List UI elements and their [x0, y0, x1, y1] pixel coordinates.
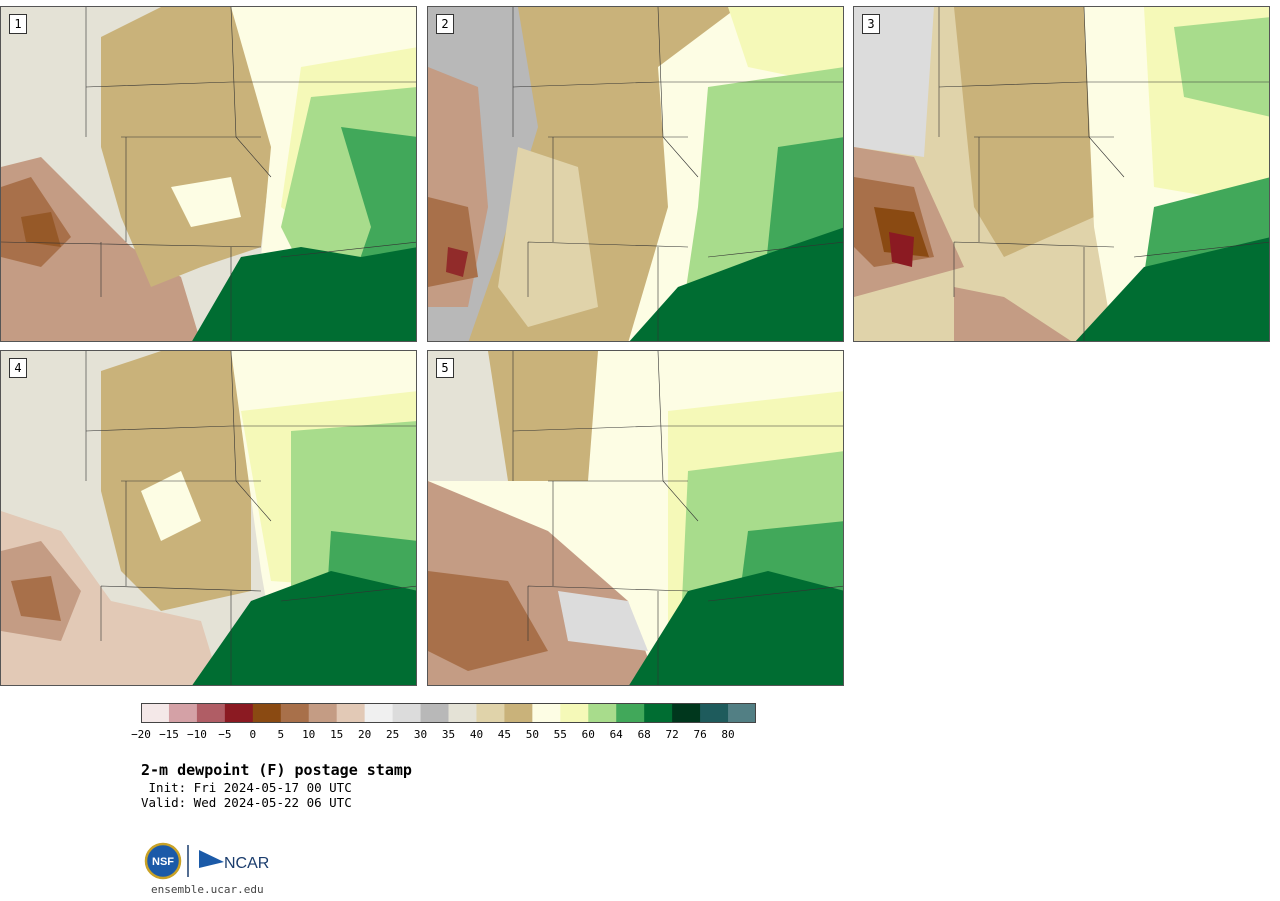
- colorbar-tick-label: 55: [553, 728, 567, 741]
- colorbar-swatch: [700, 703, 729, 723]
- colorbar-tick-label: 50: [525, 728, 540, 741]
- nsf-logo-text: NSF: [152, 856, 174, 868]
- map-panel-2: 2: [427, 6, 844, 342]
- colorbar-tick-label: −5: [218, 728, 232, 741]
- colorbar-tick-label: 64: [609, 728, 623, 741]
- colorbar-tick-label: 72: [665, 728, 679, 741]
- dewpoint-map-2: [428, 7, 843, 341]
- figure-title: 2-m dewpoint (F) postage stamp: [141, 761, 412, 779]
- colorbar-swatch: [476, 703, 505, 723]
- colorbar-swatch: [672, 703, 701, 723]
- colorbar-swatch: [196, 703, 226, 723]
- ncar-logo-text: NCAR: [224, 855, 269, 872]
- colorbar-swatch: [588, 703, 617, 723]
- colorbar-tick-label: 10: [302, 728, 316, 741]
- colorbar-swatch: [252, 703, 282, 723]
- colorbar-tick-label: 30: [413, 728, 428, 741]
- colorbar-tick-label: −10: [186, 728, 207, 741]
- colorbar-swatch: [224, 703, 254, 723]
- colorbar-swatch: [728, 703, 756, 723]
- colorbar-swatch: [168, 703, 198, 723]
- site-url: ensemble.ucar.edu: [151, 883, 264, 896]
- colorbar-tick-label: 20: [357, 728, 372, 741]
- colorbar-tick-label: 76: [693, 728, 707, 741]
- colorbar-swatch: [308, 703, 338, 723]
- colorbar-tick-label: 5: [277, 728, 285, 741]
- colorbar-swatch: [141, 703, 170, 723]
- map-panel-5: 5: [427, 350, 844, 686]
- colorbar: [141, 703, 756, 723]
- ncar-logo-icon: [199, 850, 224, 868]
- map-panel-1: 1: [0, 6, 417, 342]
- colorbar-tick-label: 68: [637, 728, 651, 741]
- colorbar-tick-label: 60: [581, 728, 595, 741]
- colorbar-tick-label: 15: [330, 728, 344, 741]
- dewpoint-map-5: [428, 351, 843, 685]
- dewpoint-map-3: [854, 7, 1269, 341]
- panel-number: 1: [9, 14, 27, 34]
- dewpoint-map-1: [1, 7, 416, 341]
- colorbar-swatch: [280, 703, 310, 723]
- colorbar-swatch: [420, 703, 449, 723]
- valid-time: Valid: Wed 2024-05-22 06 UTC: [141, 795, 352, 810]
- colorbar-swatch: [560, 703, 589, 723]
- panel-number: 4: [9, 358, 27, 378]
- colorbar-tick-label: 35: [441, 728, 456, 741]
- colorbar-swatch: [644, 703, 673, 723]
- colorbar-swatch: [532, 703, 561, 723]
- colorbar-tick-label: 0: [249, 728, 257, 741]
- init-time: Init: Fri 2024-05-17 00 UTC: [141, 780, 352, 795]
- map-panel-3: 3: [853, 6, 1270, 342]
- colorbar-tick-label: −20: [131, 728, 151, 741]
- colorbar-swatch: [392, 703, 422, 723]
- colorbar-swatch: [336, 703, 366, 723]
- nsf-ncar-logos: NSF NCAR: [144, 842, 269, 880]
- panel-number: 3: [862, 14, 880, 34]
- colorbar-tick-label: 80: [721, 728, 735, 741]
- colorbar-tick-label: 40: [469, 728, 484, 741]
- map-panel-4: 4: [0, 350, 417, 686]
- panel-number: 2: [436, 14, 454, 34]
- colorbar-swatch: [616, 703, 645, 723]
- colorbar-tick-label: 45: [497, 728, 512, 741]
- colorbar-tick-label: 25: [385, 728, 400, 741]
- colorbar-swatch: [364, 703, 394, 723]
- colorbar-swatch: [504, 703, 533, 723]
- colorbar-swatch: [448, 703, 477, 723]
- panel-number: 5: [436, 358, 454, 378]
- nsf-logo-icon: [144, 842, 182, 880]
- colorbar-tick-label: −15: [159, 728, 179, 741]
- dewpoint-map-4: [1, 351, 416, 685]
